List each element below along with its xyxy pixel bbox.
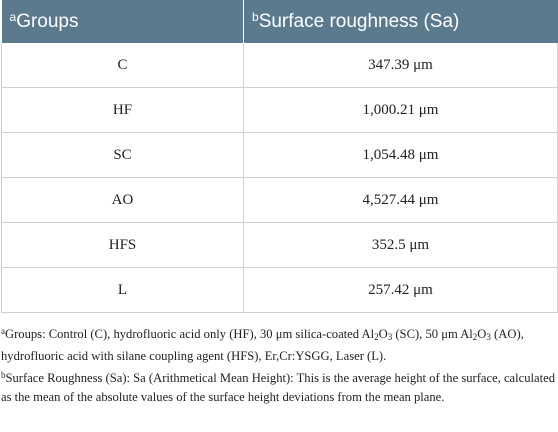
table-row: C 347.39 μm: [1, 43, 558, 88]
group-cell: C: [1, 43, 244, 88]
group-cell: AO: [1, 177, 244, 223]
roughness-cell: 352.5 μm: [243, 222, 558, 268]
footnote-a-text-3: (SC), 50 μm Al: [392, 327, 473, 341]
footnote-a-text-5: (AO), hydrofluoric acid with silane coup…: [1, 327, 524, 363]
footnote-a: aGroups: Control (C), hydrofluoric acid …: [1, 322, 558, 366]
group-cell: SC: [1, 132, 244, 178]
group-cell: L: [1, 267, 244, 313]
header-groups-label: Groups: [16, 11, 79, 32]
footnote-b: bSurface Roughness (Sa): Sa (Arithmetica…: [1, 366, 558, 407]
table-row: HFS 352.5 μm: [1, 222, 558, 268]
header-groups: aGroups: [1, 0, 244, 43]
footnote-a-sub: 2: [374, 332, 379, 342]
footnote-b-marker: b: [1, 370, 6, 380]
footnote-a-sub: 3: [387, 332, 393, 342]
roughness-cell: 257.42 μm: [243, 267, 558, 313]
header-roughness-marker: b: [252, 10, 259, 24]
roughness-cell: 347.39 μm: [243, 43, 558, 88]
footnote-a-text-2: O: [378, 327, 388, 341]
table-footnotes: aGroups: Control (C), hydrofluoric acid …: [0, 322, 558, 407]
table-header: aGroups bSurface roughness (Sa): [1, 0, 558, 43]
table-row: L 257.42 μm: [1, 267, 558, 313]
table-row: SC 1,054.48 μm: [1, 132, 558, 178]
footnote-a-marker: a: [1, 326, 5, 336]
footnote-a-text-4: O: [477, 327, 487, 341]
group-cell: HF: [1, 87, 244, 133]
footnote-a-sub: 2: [472, 332, 478, 342]
header-row: aGroups bSurface roughness (Sa): [1, 0, 558, 43]
table-wrapper: aGroups bSurface roughness (Sa) C 347.39…: [0, 0, 558, 407]
footnote-a-text-1: Groups: Control (C), hydrofluoric acid o…: [5, 327, 375, 341]
header-roughness-label: Surface roughness (Sa): [258, 11, 460, 32]
group-cell: HFS: [1, 222, 244, 268]
table-row: AO 4,527.44 μm: [1, 177, 558, 223]
table-body: C 347.39 μm HF 1,000.21 μm SC 1,054.48 μ…: [1, 43, 558, 313]
roughness-table: aGroups bSurface roughness (Sa) C 347.39…: [1, 0, 558, 313]
header-roughness: bSurface roughness (Sa): [243, 0, 558, 43]
roughness-cell: 4,527.44 μm: [243, 177, 558, 223]
table-row: HF 1,000.21 μm: [1, 87, 558, 133]
footnote-a-sub: 3: [486, 332, 491, 342]
roughness-cell: 1,000.21 μm: [243, 87, 558, 133]
header-groups-marker: a: [9, 10, 17, 24]
footnote-b-text: Surface Roughness (Sa): Sa (Arithmetical…: [1, 371, 556, 404]
roughness-cell: 1,054.48 μm: [243, 132, 558, 178]
